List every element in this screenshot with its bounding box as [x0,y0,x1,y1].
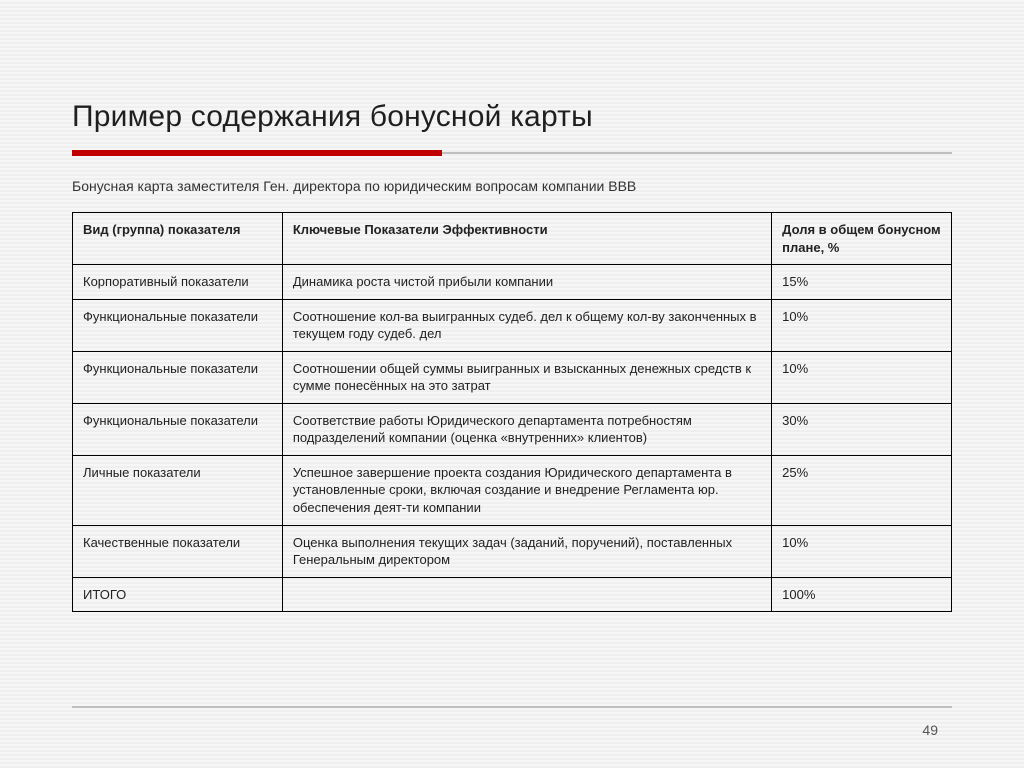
title-rule-thick [72,150,442,156]
col-header-kpi: Ключевые Показатели Эффективности [282,213,771,265]
cell-share: 10% [772,525,952,577]
cell-kpi: Соотношении общей суммы выигранных и взы… [282,351,771,403]
cell-share: 15% [772,265,952,300]
cell-group: Личные показатели [73,455,283,525]
cell-kpi: Динамика роста чистой прибыли компании [282,265,771,300]
cell-kpi: Соответствие работы Юридического департа… [282,403,771,455]
table-row: Личные показатели Успешное завершение пр… [73,455,952,525]
cell-group: Корпоративный показатели [73,265,283,300]
slide-subtitle: Бонусная карта заместителя Ген. директор… [72,178,952,194]
cell-kpi: Успешное завершение проекта создания Юри… [282,455,771,525]
cell-kpi: Оценка выполнения текущих задач (заданий… [282,525,771,577]
cell-group: Функциональные показатели [73,403,283,455]
table-row: Качественные показатели Оценка выполнени… [73,525,952,577]
table-row: Функциональные показатели Соотношении об… [73,351,952,403]
slide-title: Пример содержания бонусной карты [72,100,952,134]
bonus-table: Вид (группа) показателя Ключевые Показат… [72,212,952,612]
cell-group: Функциональные показатели [73,299,283,351]
table-row: Функциональные показатели Соотношение ко… [73,299,952,351]
table-row-total: ИТОГО 100% [73,577,952,612]
table-header-row: Вид (группа) показателя Ключевые Показат… [73,213,952,265]
col-header-share: Доля в общем бонусном плане, % [772,213,952,265]
cell-share: 100% [772,577,952,612]
cell-share: 30% [772,403,952,455]
page-number: 49 [922,722,938,738]
table-row: Функциональные показатели Соответствие р… [73,403,952,455]
cell-kpi [282,577,771,612]
cell-share: 10% [772,299,952,351]
cell-group: ИТОГО [73,577,283,612]
footer-rule [72,706,952,708]
cell-kpi: Соотношение кол-ва выигранных судеб. дел… [282,299,771,351]
cell-share: 25% [772,455,952,525]
cell-share: 10% [772,351,952,403]
title-rule [72,150,952,156]
table-row: Корпоративный показатели Динамика роста … [73,265,952,300]
cell-group: Качественные показатели [73,525,283,577]
cell-group: Функциональные показатели [73,351,283,403]
col-header-group: Вид (группа) показателя [73,213,283,265]
slide: Пример содержания бонусной карты Бонусна… [0,0,1024,768]
